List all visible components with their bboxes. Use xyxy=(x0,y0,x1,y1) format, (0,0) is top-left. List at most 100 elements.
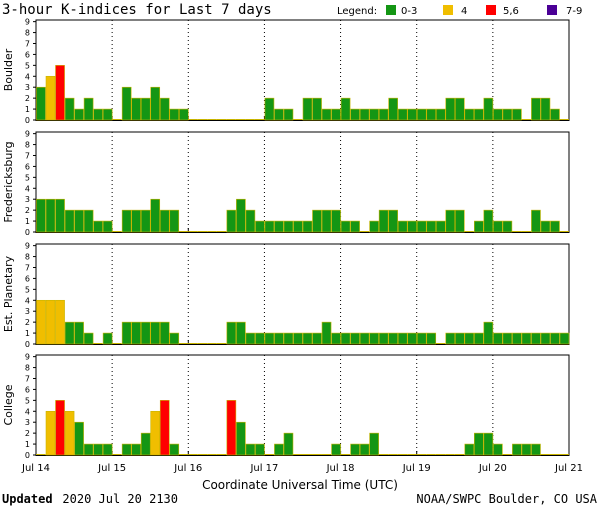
bar xyxy=(150,198,161,233)
bar xyxy=(388,332,398,345)
bar xyxy=(426,220,437,233)
y-tick-label: 9 xyxy=(25,242,30,251)
legend-swatch xyxy=(386,5,396,15)
bar xyxy=(159,97,170,121)
legend-swatch xyxy=(486,5,496,15)
bar xyxy=(378,108,389,121)
bar xyxy=(359,108,370,121)
bar xyxy=(416,108,427,121)
x-tick-label: Jul 18 xyxy=(326,463,355,474)
bar xyxy=(293,220,303,233)
bar xyxy=(416,332,427,345)
bar xyxy=(45,299,56,345)
panel-frame xyxy=(35,131,570,233)
bar xyxy=(55,65,65,121)
bar xyxy=(407,220,418,233)
footer-updated: Updated 2020 Jul 20 2130 xyxy=(2,492,178,506)
bar xyxy=(245,443,256,456)
bar xyxy=(359,443,370,456)
legend-text: 4 xyxy=(461,6,467,17)
bar xyxy=(559,332,570,345)
legend-text: 7-9 xyxy=(566,6,582,17)
bar xyxy=(121,321,132,345)
bar xyxy=(102,332,113,345)
bar xyxy=(178,108,189,121)
bar xyxy=(474,432,484,456)
bar xyxy=(312,332,322,345)
bar xyxy=(369,432,379,456)
bar xyxy=(255,332,265,345)
bar xyxy=(493,220,503,233)
y-tick-label: 6 xyxy=(25,385,30,394)
bar xyxy=(64,410,75,456)
y-tick-label: 9 xyxy=(25,353,30,362)
panels: 0123456789Boulder0123456789Fredericksbur… xyxy=(2,18,570,460)
panel-est-planetary: 0 1 2 3 4 5 6 78 9 Est. Planetary xyxy=(2,242,570,349)
footer-updated-label: Updated xyxy=(2,492,53,506)
bar xyxy=(407,108,418,121)
bar xyxy=(464,332,475,345)
bar xyxy=(426,332,437,345)
y-tick-label: 9 xyxy=(25,130,30,139)
bar xyxy=(502,220,513,233)
y-tick-label: 6 xyxy=(25,274,30,283)
bar xyxy=(331,443,341,456)
bar xyxy=(369,108,379,121)
bar xyxy=(474,332,484,345)
bar xyxy=(416,220,427,233)
bar xyxy=(131,443,141,456)
bar xyxy=(388,209,398,233)
bar xyxy=(474,108,484,121)
bar xyxy=(464,443,475,456)
bar xyxy=(83,332,94,345)
bar xyxy=(140,209,151,233)
bar xyxy=(255,443,265,456)
bar xyxy=(74,421,84,456)
bar xyxy=(369,332,379,345)
bar xyxy=(331,209,341,233)
bar xyxy=(45,198,56,233)
bar xyxy=(331,332,341,345)
bar xyxy=(64,97,75,121)
y-axis-label: Boulder xyxy=(2,48,15,91)
y-tick-label: 3 xyxy=(25,195,30,204)
y-tick-label: 4 xyxy=(25,407,30,416)
bar xyxy=(321,108,332,121)
bar xyxy=(445,97,456,121)
bar xyxy=(512,108,522,121)
bar xyxy=(435,108,446,121)
bar xyxy=(483,209,494,233)
bar xyxy=(226,209,237,233)
bar xyxy=(483,432,494,456)
y-tick-label: 0 xyxy=(25,340,30,349)
bar xyxy=(121,209,132,233)
bar xyxy=(36,198,46,233)
footer-updated-value: 2020 Jul 20 2130 xyxy=(62,492,178,506)
y-axis-label: Fredericksburg xyxy=(2,141,15,222)
bar xyxy=(131,209,141,233)
bar xyxy=(464,108,475,121)
bar xyxy=(397,220,408,233)
bar xyxy=(64,321,75,345)
bar xyxy=(350,443,360,456)
bar xyxy=(454,332,465,345)
bar xyxy=(445,332,456,345)
y-tick-label: 8 xyxy=(25,141,30,150)
legend-text: 5,6 xyxy=(503,6,519,17)
bar xyxy=(321,209,332,233)
bar xyxy=(245,332,256,345)
bar xyxy=(55,299,65,345)
bar xyxy=(454,97,465,121)
bar xyxy=(150,321,161,345)
x-tick-label: Jul 14 xyxy=(21,463,50,474)
bar xyxy=(150,86,161,121)
bar xyxy=(331,108,341,121)
y-tick-label: 6 xyxy=(25,162,30,171)
bar xyxy=(169,108,180,121)
bar xyxy=(121,86,132,121)
bar xyxy=(302,97,313,121)
bar xyxy=(74,321,84,345)
bar xyxy=(483,321,494,345)
bar xyxy=(140,97,151,121)
bar xyxy=(340,97,351,121)
